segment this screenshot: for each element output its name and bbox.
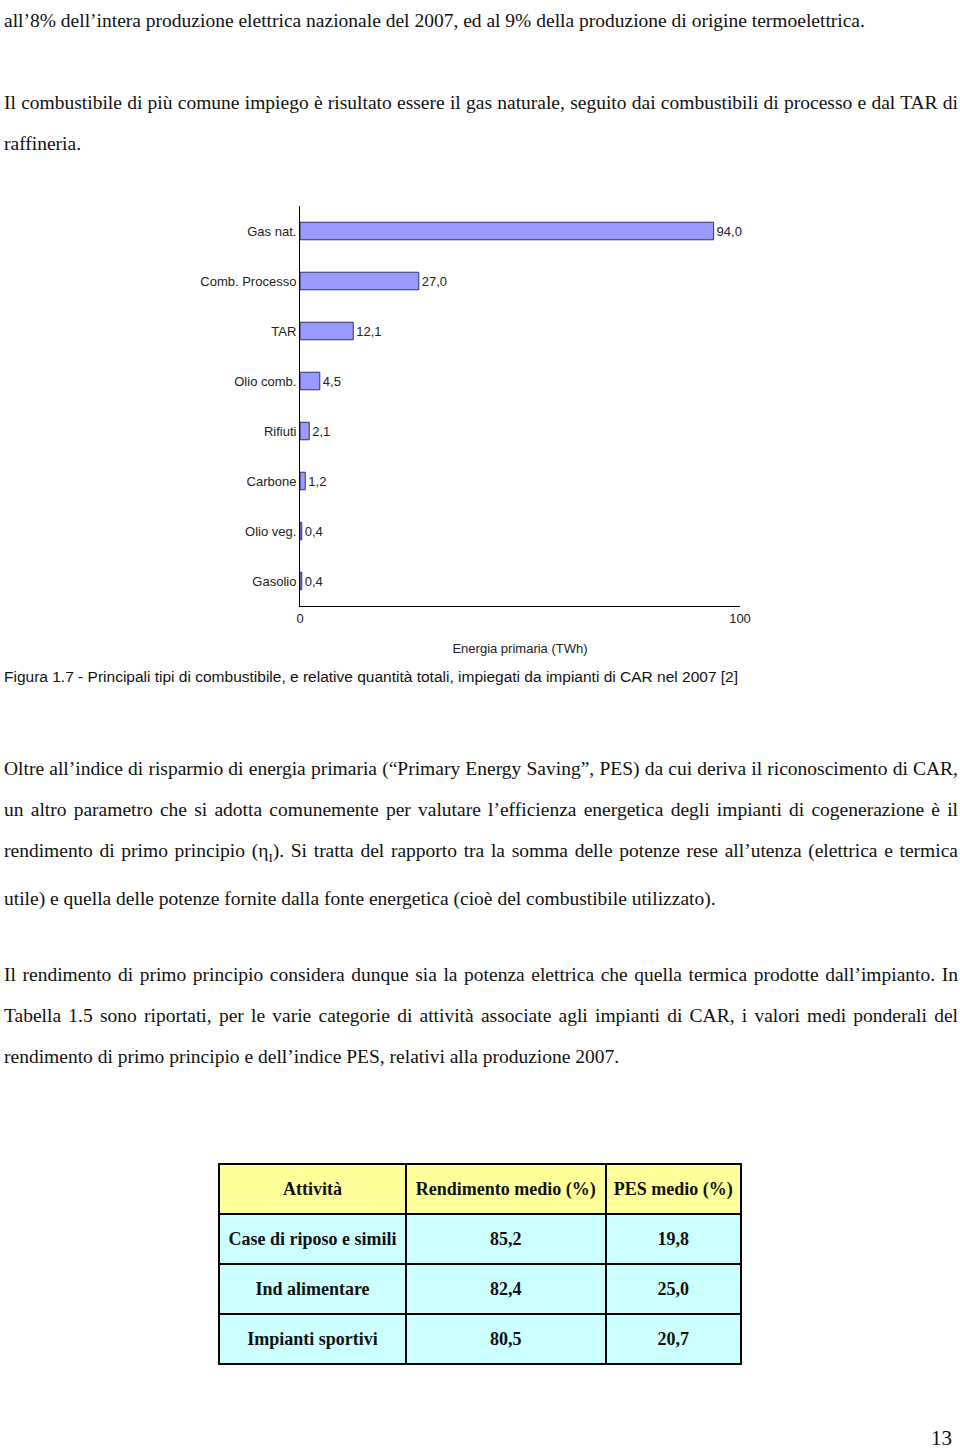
svg-text:Energia primaria (TWh): Energia primaria (TWh)	[452, 641, 587, 656]
html-text:Attività: Attività	[283, 1179, 342, 1199]
svg-text:0: 0	[296, 611, 303, 626]
svg-text:Comb. Processo: Comb. Processo	[200, 274, 296, 289]
svg-text:100: 100	[729, 611, 751, 626]
html-text:Figura 1.7 - Principali tipi d: Figura 1.7 - Principali tipi di combusti…	[4, 668, 738, 685]
html-text:80,5: 80,5	[490, 1328, 522, 1349]
svg-text:Carbone: Carbone	[247, 474, 297, 489]
svg-text:0,4: 0,4	[305, 524, 323, 539]
html-text:Rendimento medio (%): Rendimento medio (%)	[415, 1179, 596, 1199]
html-text:Impianti sportivi: Impianti sportivi	[247, 1328, 378, 1349]
svg-text:27,0: 27,0	[422, 274, 447, 289]
html-text:20,7: 20,7	[657, 1328, 689, 1349]
html-text:Ind alimentare: Ind alimentare	[255, 1278, 370, 1299]
html-text:19,8: 19,8	[657, 1228, 689, 1249]
svg-text:Gasolio: Gasolio	[252, 574, 296, 589]
html-text:85,2: 85,2	[490, 1228, 522, 1249]
svg-text:2,1: 2,1	[312, 424, 330, 439]
html-text:25,0: 25,0	[657, 1278, 689, 1299]
svg-text:Rifiuti: Rifiuti	[264, 424, 297, 439]
svg-text:1,2: 1,2	[308, 474, 326, 489]
svg-text:4,5: 4,5	[323, 374, 341, 389]
svg-text:Gas nat.: Gas nat.	[247, 224, 296, 239]
html-text:PES medio (%): PES medio (%)	[613, 1179, 733, 1199]
svg-text:0,4: 0,4	[305, 574, 323, 589]
html-text:Il combustibile di più comune: Il combustibile di più comune impiego è …	[4, 92, 958, 154]
html-text:all’8% dell’intera produzione: all’8% dell’intera produzione elettrica …	[4, 10, 865, 31]
svg-text:Olio veg.: Olio veg.	[245, 524, 296, 539]
html-text:82,4: 82,4	[490, 1278, 522, 1299]
html-text:Oltre all’indice di risparmio: Oltre all’indice di risparmio di energia…	[4, 758, 958, 909]
html-text:Il rendimento di primo princip: Il rendimento di primo principio conside…	[4, 964, 958, 1067]
svg-text:94,0: 94,0	[717, 224, 742, 239]
html-text:13: 13	[931, 1426, 952, 1450]
svg-text:Olio comb.: Olio comb.	[234, 374, 296, 389]
svg-text:TAR: TAR	[271, 324, 296, 339]
html-text:Case di riposo e simili: Case di riposo e simili	[228, 1228, 397, 1249]
svg-text:12,1: 12,1	[356, 324, 381, 339]
